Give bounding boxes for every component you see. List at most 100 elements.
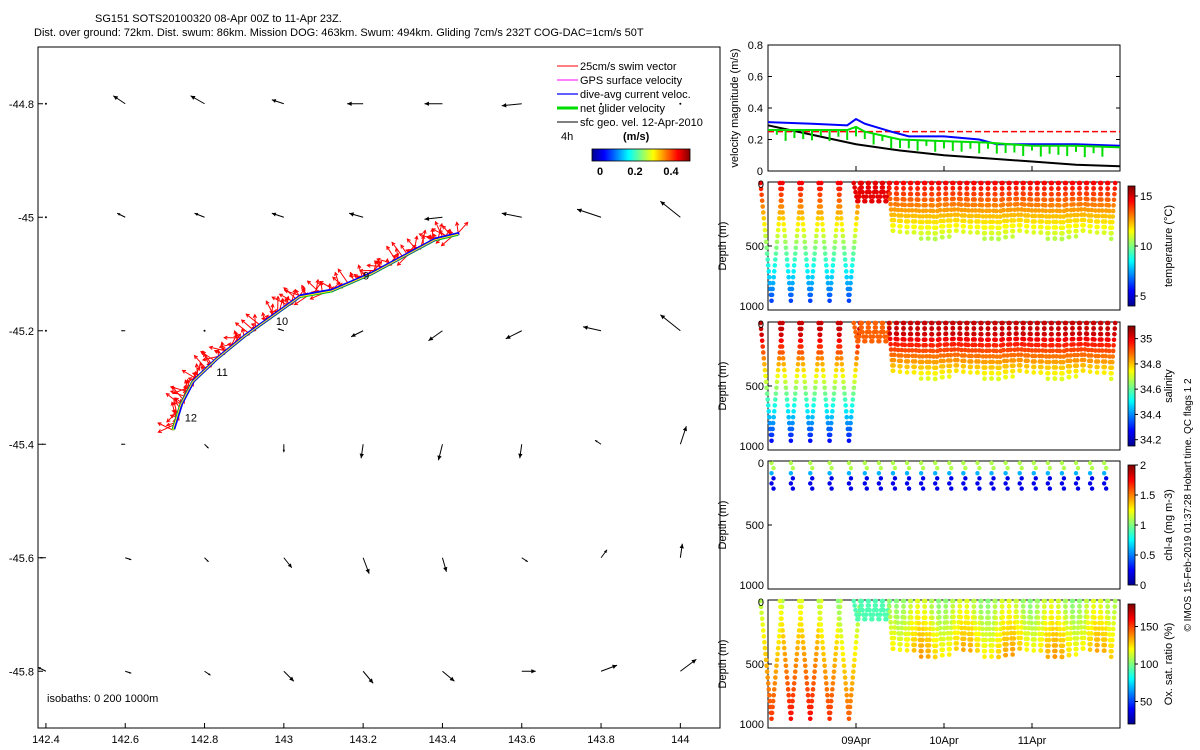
profile-sample	[867, 189, 872, 195]
profile-ylabel: Depth (m)	[717, 501, 729, 550]
profile-sample	[852, 325, 857, 330]
chl-sample	[906, 486, 912, 491]
profile-sample	[965, 202, 971, 208]
profile-sample	[968, 637, 974, 642]
swim-vector-head	[250, 323, 256, 328]
profile-sample	[877, 338, 882, 344]
profile-sample	[916, 197, 921, 202]
profile-sample	[1112, 326, 1118, 331]
profile-sample	[1112, 191, 1117, 197]
profile-sample	[1022, 207, 1028, 213]
velocity-y-tick-label: 0.2	[748, 135, 763, 147]
profile-sample	[1063, 604, 1068, 609]
profile-sample	[1103, 353, 1108, 359]
profile-sample	[1001, 213, 1007, 218]
chl-sample	[977, 486, 982, 491]
profile-sample	[928, 320, 934, 326]
profile-sample	[1107, 354, 1112, 359]
geo-vector-head	[206, 559, 209, 562]
profile-sample	[764, 385, 769, 391]
swim-vector-head	[336, 281, 341, 286]
geo-vector-head	[287, 563, 292, 568]
chl-sample	[846, 460, 852, 466]
profile-sample	[901, 326, 906, 331]
profile-sample	[806, 420, 811, 426]
profile-sample	[982, 648, 988, 654]
profile-sample	[993, 621, 999, 626]
profile-sample	[1050, 626, 1056, 632]
title-line-1: SG151 SOTS20100320 08-Apr 00Z to 11-Apr …	[95, 13, 342, 25]
profile-sample	[827, 298, 832, 304]
profile-sample	[980, 214, 986, 219]
profile-sample	[1032, 359, 1037, 364]
chl-sample	[920, 465, 926, 471]
profile-sample	[1017, 646, 1023, 651]
profile-sample	[783, 245, 789, 251]
profile-sample	[1073, 374, 1079, 379]
profile-sample	[1112, 604, 1118, 609]
swim-vector-head	[157, 429, 162, 433]
profile-sample	[992, 186, 998, 191]
profile-sample	[897, 229, 903, 235]
profile-sample	[1066, 374, 1072, 380]
profile-sample	[1048, 598, 1054, 604]
profile-sample	[944, 625, 950, 631]
profile-sample	[847, 292, 852, 298]
profile-sample	[805, 414, 811, 420]
profile-sample	[1050, 202, 1055, 208]
profile-sample	[1094, 648, 1100, 653]
profile-sample	[1024, 647, 1030, 652]
profile-sample	[909, 197, 914, 202]
profile-sample	[961, 363, 967, 369]
profile-sample	[806, 698, 811, 704]
profile-sample	[1096, 626, 1102, 631]
profile-sample	[1034, 604, 1040, 609]
profile-sample	[985, 186, 991, 191]
profile-sample	[1046, 643, 1051, 648]
profile-sample	[842, 675, 848, 680]
profile-sample	[902, 342, 908, 348]
profile-sample	[899, 207, 905, 213]
profile-sample	[812, 663, 818, 669]
profile-sample	[1071, 347, 1077, 353]
profile-sample	[1018, 641, 1023, 646]
geo-vector-head	[577, 208, 583, 213]
chl-sample	[918, 471, 924, 476]
profile-sample	[762, 367, 768, 373]
profile-sample	[971, 609, 977, 615]
profile-sample	[801, 373, 807, 379]
swim-vector-head	[386, 245, 391, 250]
profile-sample	[793, 245, 799, 251]
profile-sample	[1006, 320, 1011, 326]
geo-vector-head	[129, 671, 132, 674]
geo-vector-head	[349, 212, 355, 217]
profile-sample	[937, 196, 942, 202]
profile-sample	[944, 347, 950, 353]
profile-sample	[1018, 363, 1023, 368]
profile-sample	[846, 298, 852, 304]
profile-sample	[1034, 598, 1040, 604]
profile-sample	[954, 228, 959, 233]
profile-sample	[923, 197, 928, 202]
geo-vector-head	[351, 333, 356, 337]
chl-sample	[947, 471, 952, 476]
profile-sample	[986, 337, 991, 342]
swim-vector-head	[202, 350, 207, 355]
profile-sample	[1078, 625, 1084, 630]
profile-sample	[912, 359, 918, 364]
profile-sample	[1013, 180, 1018, 186]
profile-sample	[890, 228, 896, 234]
chl-sample	[1045, 471, 1051, 476]
profile-sample	[962, 207, 968, 213]
profile-sample	[1096, 213, 1101, 219]
profile-sample	[1083, 320, 1089, 326]
profile-sample	[811, 397, 817, 402]
profile-sample	[769, 710, 775, 716]
profile-y-tick-label: 0	[758, 458, 764, 470]
profile-sample	[791, 263, 797, 268]
profile-sample	[770, 286, 775, 292]
chl-sample	[1019, 476, 1024, 481]
profile-sample	[1014, 331, 1019, 336]
geo-vector-head	[525, 559, 528, 562]
profile-sample	[833, 367, 839, 373]
